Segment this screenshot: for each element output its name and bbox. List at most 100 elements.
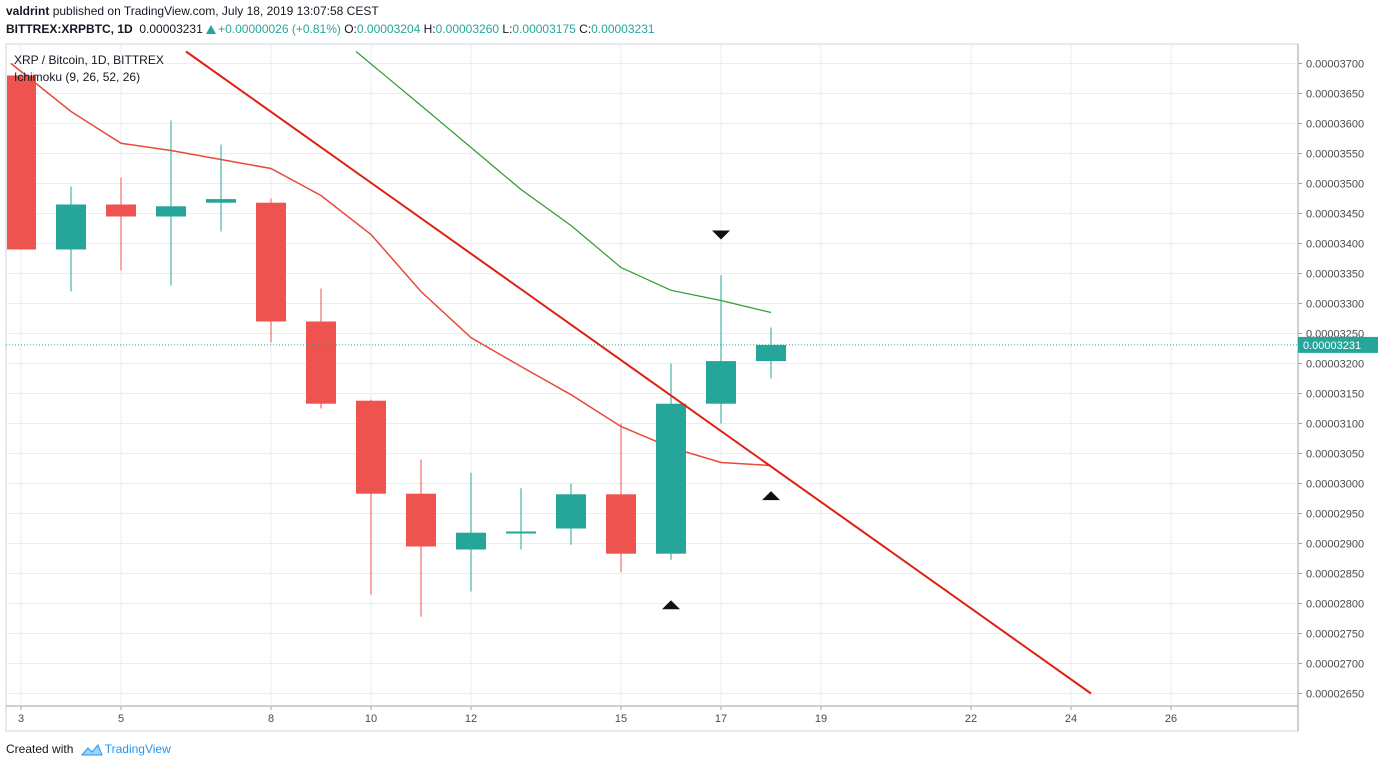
candle-body [656, 403, 686, 554]
up-arrow-icon [206, 25, 217, 34]
y-tick-label: 0.00002750 [1306, 629, 1364, 641]
y-tick-label: 0.00003150 [1306, 389, 1364, 401]
bearish-candle [356, 399, 386, 595]
price-axis[interactable]: 0.00003700 0.00003650 0.00003600 0.00003550… [1298, 59, 1378, 701]
y-tick-label: 0.00003600 [1306, 119, 1364, 131]
y-tick-label: 0.00003450 [1306, 209, 1364, 221]
close-value: 0.00003231 [591, 22, 655, 36]
candle-body [556, 494, 586, 529]
bullish-candle [706, 275, 736, 424]
close-label: C: [579, 22, 592, 36]
candle-body [156, 206, 186, 217]
candle-body [306, 321, 336, 404]
author-name[interactable]: valdrint [6, 4, 50, 18]
fractal-up-marker [762, 491, 780, 501]
bullish-candle [656, 363, 686, 560]
plot-frame [5, 43, 1299, 732]
last-price-tag [1298, 336, 1378, 353]
y-tick-label: 0.00003700 [1306, 59, 1364, 71]
y-tick-label: 0.00003000 [1306, 479, 1364, 491]
bearish-candle [256, 198, 286, 343]
x-tick-label: 26 [1165, 713, 1177, 725]
y-tick-label: 0.00003050 [1306, 449, 1364, 461]
candle-body [106, 204, 136, 217]
open-label: O: [344, 22, 357, 36]
x-tick-label: 24 [1065, 713, 1077, 725]
bullish-candle [56, 186, 86, 292]
bullish-candle [456, 472, 486, 592]
candle-body [756, 344, 786, 362]
x-tick-label: 5 [118, 713, 124, 725]
x-tick-label: 12 [465, 713, 477, 725]
x-tick-label: 17 [715, 713, 727, 725]
candle-body [456, 532, 486, 550]
footer: Created with TradingView [6, 742, 171, 756]
candle-body [606, 494, 636, 554]
candle-body [706, 361, 736, 404]
bearish-candle [7, 75, 36, 250]
candle-body [206, 199, 236, 203]
bullish-candle [206, 144, 236, 232]
price-change: +0.00000026 (+0.81%) [218, 22, 341, 36]
candle-body [56, 204, 86, 250]
tradingview-logo-icon [80, 744, 103, 756]
candle-body [406, 493, 436, 547]
grid-lines [6, 44, 1298, 706]
bullish-candle [156, 120, 186, 286]
high-label: H: [423, 22, 436, 36]
chart-legend-title: XRP / Bitcoin, 1D, BITTREX [14, 53, 164, 67]
candle-body [7, 75, 36, 250]
open-value: 0.00003204 [356, 22, 421, 36]
publish-line: valdrint published on TradingView.com, J… [6, 4, 379, 18]
x-tick-label: 8 [268, 713, 274, 725]
last-price: 0.00003231 [139, 22, 203, 36]
y-tick-label: 0.00003100 [1306, 419, 1364, 431]
last-price-tag-label: 0.00003231 [1303, 340, 1361, 352]
series-layer [6, 50, 1298, 695]
fractal-up-marker [662, 600, 680, 610]
x-tick-label: 10 [365, 713, 377, 725]
y-tick-label: 0.00003400 [1306, 239, 1364, 251]
y-tick-label: 0.00003650 [1306, 89, 1364, 101]
time-axis[interactable]: 3 5 8 10 12 15 17 19 22 24 26 [18, 706, 1177, 725]
ichimoku-kijun-line [10, 62, 772, 467]
candle-body [356, 400, 386, 494]
y-tick-label: 0.00002950 [1306, 509, 1364, 521]
y-tick-label: 0.00002800 [1306, 599, 1364, 611]
y-tick-label: 0.00003350 [1306, 269, 1364, 281]
x-tick-label: 19 [815, 713, 827, 725]
y-tick-label: 0.00003500 [1306, 179, 1364, 191]
high-value: 0.00003260 [435, 22, 500, 36]
low-value: 0.00003175 [512, 22, 576, 36]
y-tick-label: 0.00002900 [1306, 539, 1364, 551]
y-tick-label: 0.00002650 [1306, 689, 1364, 701]
published-text: published on TradingView.com, July 18, 2… [52, 4, 379, 18]
indicator-legend[interactable]: Ichimoku (9, 26, 52, 26) [14, 70, 141, 84]
tradingview-brand-link[interactable]: TradingView [104, 742, 171, 756]
bullish-candle [556, 483, 586, 545]
y-tick-label: 0.00002700 [1306, 659, 1364, 671]
bullish-candle [506, 488, 536, 550]
x-tick-label: 22 [965, 713, 977, 725]
bearish-candle [106, 177, 136, 271]
quote-line: BITTREX:XRPBTC, 1D 0.00003231 +0.0000002… [6, 22, 655, 36]
bearish-candle [306, 288, 336, 409]
symbol-label: BITTREX:XRPBTC, 1D [6, 22, 133, 36]
fractal-down-marker [712, 230, 730, 240]
y-tick-label: 0.00002850 [1306, 569, 1364, 581]
low-label: L: [502, 22, 513, 36]
bearish-candle [406, 459, 436, 617]
bearish-candle [606, 423, 636, 573]
bullish-candle [756, 327, 786, 379]
x-tick-label: 3 [18, 713, 24, 725]
y-tick-label: 0.00003300 [1306, 299, 1364, 311]
candle-body [256, 202, 286, 322]
y-tick-label: 0.00003200 [1306, 359, 1364, 371]
descending-trendline[interactable] [185, 50, 1092, 695]
y-tick-label: 0.00003550 [1306, 149, 1364, 161]
ichimoku-green-line [355, 51, 772, 314]
x-tick-label: 15 [615, 713, 627, 725]
created-with-label: Created with [6, 742, 74, 756]
candle-body [506, 531, 536, 534]
